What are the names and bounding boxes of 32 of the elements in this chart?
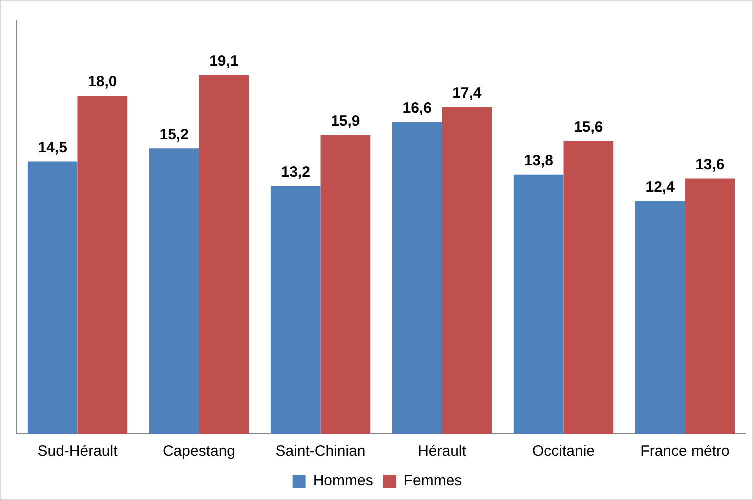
data-label: 17,4	[452, 84, 482, 102]
data-label: 16,6	[402, 100, 432, 118]
bar	[78, 96, 128, 434]
x-tick-label: Capestang	[162, 443, 236, 460]
data-label: 19,1	[210, 53, 239, 70]
legend-label: Hommes	[313, 472, 374, 490]
data-label: 18,0	[88, 74, 118, 91]
x-tick-label: Occitanie	[532, 443, 596, 460]
bar	[442, 107, 492, 434]
x-tick-label: France métro	[640, 443, 730, 460]
data-label: 15,2	[160, 126, 189, 144]
data-label: 13,8	[524, 152, 554, 170]
bar	[199, 75, 250, 434]
bar	[685, 178, 736, 434]
bar	[392, 122, 442, 434]
data-label: 15,9	[331, 113, 360, 130]
x-tick-label: Saint-Chinian	[276, 443, 366, 460]
x-tick-label: Hérault	[418, 443, 468, 460]
data-label: 12,4	[646, 178, 676, 196]
bar	[514, 174, 564, 434]
bar	[635, 201, 686, 434]
data-label: 13,2	[281, 164, 310, 181]
bar	[28, 162, 78, 434]
data-label: 13,6	[696, 156, 725, 174]
bar	[320, 136, 371, 434]
data-label: 15,6	[574, 118, 604, 136]
bar	[149, 148, 200, 434]
x-tick-label: Sud-Hérault	[38, 443, 119, 460]
bar	[564, 141, 614, 434]
legend-label: Femmes	[404, 472, 462, 490]
bar	[270, 186, 321, 434]
data-label: 14,5	[38, 139, 68, 156]
